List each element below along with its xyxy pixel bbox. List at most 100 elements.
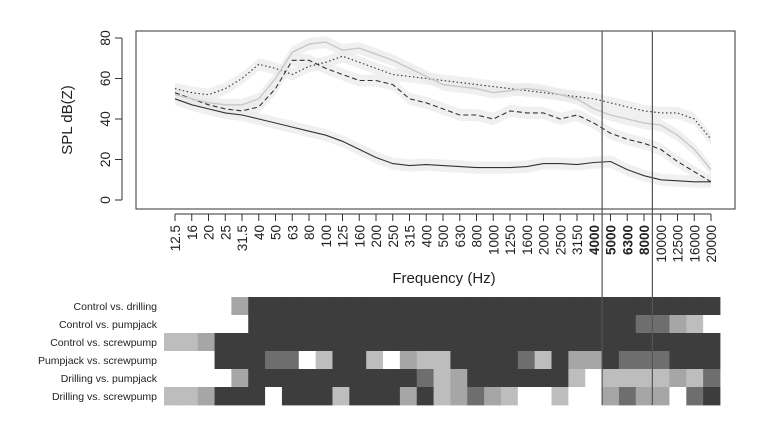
comparison-row-label: Control vs. screwpump (50, 337, 157, 349)
comparison-cell (602, 369, 620, 388)
x-tick-label: 8000 (637, 225, 652, 255)
comparison-cell (602, 333, 620, 352)
comparison-cell (500, 369, 519, 388)
comparison-cell (248, 369, 266, 388)
comparison-cell (366, 315, 384, 334)
comparison-cell (618, 333, 637, 352)
comparison-cell (164, 351, 182, 370)
comparison-cell (265, 315, 283, 334)
comparison-cell (652, 387, 670, 406)
comparison-cell (248, 351, 266, 370)
comparison-cell (214, 387, 232, 406)
comparison-cell (416, 297, 434, 316)
comparison-cell (484, 333, 502, 352)
comparison-cell (332, 297, 350, 316)
comparison-cell (517, 333, 536, 352)
comparison-cell (197, 297, 215, 316)
x-tick-label: 5000 (604, 225, 619, 255)
comparison-cell (433, 333, 451, 352)
y-tick-label: 20 (97, 152, 113, 168)
comparison-cell (568, 333, 586, 352)
comparison-cell (467, 369, 485, 388)
comparison-cell (686, 387, 704, 406)
comparison-cell (366, 369, 384, 388)
comparison-cell (197, 369, 215, 388)
comparison-cell (197, 333, 215, 352)
comparison-cell (197, 315, 215, 334)
comparison-cell (281, 333, 300, 352)
comparison-cell (332, 333, 350, 352)
x-tick-label: 630 (453, 225, 468, 248)
comparison-cell (433, 351, 451, 370)
x-tick-label: 315 (403, 225, 418, 248)
comparison-cell (265, 297, 283, 316)
comparison-cell (652, 333, 670, 352)
comparison-cell (652, 369, 670, 388)
comparison-cell (214, 351, 232, 370)
comparison-cell (618, 315, 637, 334)
x-tick-label: 25 (218, 225, 233, 240)
comparison-cell (551, 333, 569, 352)
comparison-cell (281, 315, 300, 334)
x-tick-label: 1600 (520, 225, 535, 255)
marker-lines (601, 31, 653, 405)
comparison-row-label: Pumpjack vs. screwpump (38, 355, 157, 367)
comparison-cell (484, 297, 502, 316)
comparison-cell (686, 351, 704, 370)
comparison-cell (349, 351, 367, 370)
comparison-cell (399, 333, 418, 352)
comparison-cell (703, 297, 721, 316)
comparison-cell (534, 351, 552, 370)
comparison-cell (534, 297, 552, 316)
comparison-cell (551, 387, 569, 406)
comparison-row-label: Control vs. pumpjack (59, 319, 158, 331)
comparison-cell (281, 369, 300, 388)
comparison-cell (534, 333, 552, 352)
comparison-cell (602, 297, 620, 316)
comparison-cell (298, 333, 317, 352)
x-tick-label: 1000 (486, 225, 501, 255)
comparison-row-label: Drilling vs. screwpump (52, 391, 157, 403)
comparison-cell (500, 387, 519, 406)
comparison-cell (416, 369, 434, 388)
x-tick-label: 12.5 (168, 225, 183, 251)
comparison-cell (635, 369, 654, 388)
comparison-cell (180, 387, 199, 406)
comparison-cell (349, 387, 367, 406)
y-axis-label: SPL dB(Z) (59, 85, 76, 154)
comparison-cell (315, 369, 333, 388)
comparison-cell (315, 333, 333, 352)
comparison-cell (517, 369, 536, 388)
comparison-cell (399, 369, 418, 388)
comparison-cell (433, 387, 451, 406)
comparison-cell (399, 387, 418, 406)
x-tick-label: 2500 (553, 225, 568, 255)
series-layer (174, 41, 712, 183)
comparison-cell (568, 315, 586, 334)
series-line-1-dashed (174, 59, 712, 183)
comparison-row-label: Control vs. drilling (74, 301, 158, 313)
comparison-cell (248, 315, 266, 334)
comparison-cell (467, 315, 485, 334)
comparison-cell (349, 297, 367, 316)
comparison-cell (332, 387, 350, 406)
comparison-cell (703, 387, 721, 406)
comparison-cell (703, 369, 721, 388)
comparison-cell (686, 315, 704, 334)
comparison-cell (315, 315, 333, 334)
comparison-cell (433, 297, 451, 316)
comparison-cell (298, 351, 317, 370)
comparison-cell (248, 333, 266, 352)
y-axis: 0 20 40 60 80 (97, 30, 123, 204)
comparison-cell (366, 351, 384, 370)
comparison-cell (484, 369, 502, 388)
comparison-cell (500, 315, 519, 334)
x-tick-label: 31.5 (235, 225, 250, 251)
comparison-cell (383, 351, 401, 370)
comparison-cell (315, 387, 333, 406)
comparison-cell (315, 297, 333, 316)
comparison-cell (450, 351, 468, 370)
y-tick-label: 60 (97, 71, 113, 87)
comparison-cell (551, 369, 569, 388)
comparison-cell (383, 297, 401, 316)
